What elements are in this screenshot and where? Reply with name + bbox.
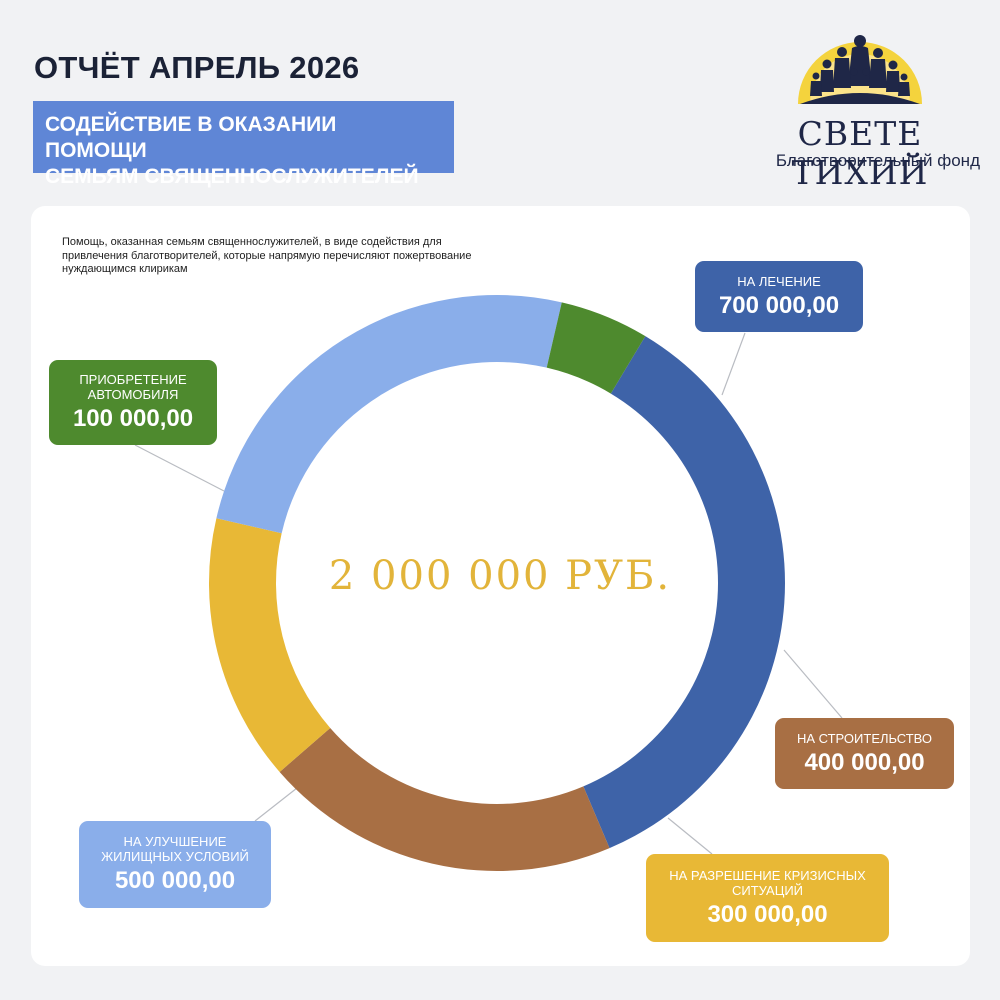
leader-line-crisis bbox=[667, 817, 713, 855]
callout-car-value: 100 000,00 bbox=[72, 405, 194, 432]
callout-building-label: НА СТРОИТЕЛЬСТВО bbox=[796, 730, 933, 746]
chart-description: Помощь, оказанная семьям священнослужите… bbox=[62, 236, 472, 275]
report-title: ОТЧЁТ АПРЕЛЬ 2026 bbox=[34, 50, 360, 85]
callout-car: ПРИОБРЕТЕНИЕ АВТОМОБИЛЯ 100 000,00 bbox=[49, 360, 217, 445]
callout-housing-value: 500 000,00 bbox=[114, 867, 236, 894]
leader-lines bbox=[134, 332, 843, 855]
leader-line-housing bbox=[254, 787, 298, 822]
donut-slice-building bbox=[279, 727, 610, 872]
subtitle-line-2: СЕМЬЯМ СВЯЩЕННОСЛУЖИТЕЛЕЙ bbox=[45, 165, 419, 188]
callout-building: НА СТРОИТЕЛЬСТВО 400 000,00 bbox=[775, 718, 954, 789]
callout-car-label: ПРИОБРЕТЕНИЕ АВТОМОБИЛЯ bbox=[79, 372, 187, 402]
callout-housing: НА УЛУЧШЕНИЕ ЖИЛИЩНЫХ УСЛОВИЙ 500 000,00 bbox=[79, 821, 271, 908]
subtitle-line-1: СОДЕЙСТВИЕ В ОКАЗАНИИ ПОМОЩИ bbox=[45, 113, 337, 162]
callout-crisis: НА РАЗРЕШЕНИЕ КРИЗИСНЫХ СИТУАЦИЙ 300 000… bbox=[646, 854, 889, 942]
callout-crisis-label: НА РАЗРЕШЕНИЕ КРИЗИСНЫХ СИТУАЦИЙ bbox=[669, 867, 866, 898]
callout-housing-label: НА УЛУЧШЕНИЕ ЖИЛИЩНЫХ УСЛОВИЙ bbox=[101, 834, 249, 864]
callout-crisis-value: 300 000,00 bbox=[707, 900, 828, 928]
donut-slice-car bbox=[546, 302, 646, 394]
callout-medical-value: 700 000,00 bbox=[718, 291, 840, 319]
callout-building-value: 400 000,00 bbox=[804, 748, 925, 776]
sunrise-with-people-silhouette-icon bbox=[798, 35, 922, 104]
logo-name: СВЕТЕ ТИХИЙ bbox=[791, 114, 929, 192]
foundation-logo: СВЕТЕ ТИХИЙ Благотворительный фонд bbox=[740, 30, 980, 192]
donut-slices bbox=[209, 295, 786, 872]
section-subtitle: СОДЕЙСТВИЕ В ОКАЗАНИИ ПОМОЩИ СЕМЬЯМ СВЯЩ… bbox=[33, 101, 454, 188]
callout-medical: НА ЛЕЧЕНИЕ 700 000,00 bbox=[695, 261, 863, 332]
total-amount: 2 000 000 РУБ. bbox=[328, 553, 672, 599]
logo-subtitle: Благотворительный фонд bbox=[775, 151, 980, 170]
leader-line-medical bbox=[721, 332, 746, 396]
leader-line-building bbox=[783, 649, 843, 719]
donut-slice-housing bbox=[216, 295, 562, 534]
leader-line-car bbox=[134, 444, 225, 492]
callout-medical-label: НА ЛЕЧЕНИЕ bbox=[737, 273, 821, 289]
donut-slice-crisis bbox=[209, 518, 331, 772]
donut-slice-medical bbox=[583, 336, 786, 849]
